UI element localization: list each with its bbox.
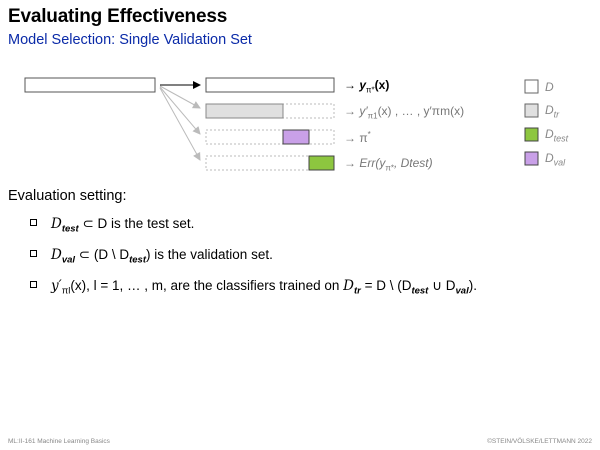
legend-swatch-dtest [524, 127, 539, 142]
bullet-item-classifiers: y′πl(x), l = 1, … , m, are the classifie… [30, 278, 477, 297]
row1-full-box [205, 77, 335, 93]
legend-swatch-dtr [524, 103, 539, 118]
row4-outline [205, 155, 335, 171]
row2-train-box [205, 103, 284, 119]
row3-outline [205, 129, 335, 145]
page-subtitle: Model Selection: Single Validation Set [8, 32, 252, 48]
legend-label-dtest: Dtest [545, 127, 569, 144]
row3-label: → π* [344, 130, 371, 145]
dataset-box-d [24, 77, 156, 93]
row2-label: → y′π1(x) , … , y′πm(x) [344, 104, 465, 121]
bullet-square-icon [30, 218, 37, 226]
legend-label-dtr: Dtr [545, 103, 560, 120]
legend-swatch-dval [524, 151, 539, 166]
page-title: Evaluating Effectiveness [8, 6, 228, 27]
bullet-item-test-set: Dtest ⊂ D is the test set. [30, 216, 194, 235]
bullet-square-icon [30, 249, 37, 257]
arrow-row2 [159, 85, 201, 109]
arrow-row4 [159, 87, 201, 161]
bullet-item-validation-set: Dval ⊂ (D \ Dtest) is the validation set… [30, 247, 273, 266]
data-split-diagram [24, 77, 539, 171]
evaluation-setting-heading: Evaluation setting: [8, 188, 127, 204]
row3-val-box [282, 129, 310, 145]
legend-swatch-d [524, 79, 539, 94]
row4-label: → Err(yπ*, Dtest) [344, 156, 433, 173]
legend-label-d: D [545, 80, 554, 94]
footer-course-label: ML:II-161 Machine Learning Basics [8, 438, 110, 445]
bullet-square-icon [30, 280, 37, 288]
row1-label: → yπ*(x) [344, 78, 390, 95]
arrow-row3 [159, 86, 201, 135]
row4-test-box [308, 155, 335, 171]
legend-label-dval: Dval [545, 151, 566, 168]
footer-copyright: ©STEIN/VÖLSKE/LETTMANN 2022 [487, 438, 592, 445]
